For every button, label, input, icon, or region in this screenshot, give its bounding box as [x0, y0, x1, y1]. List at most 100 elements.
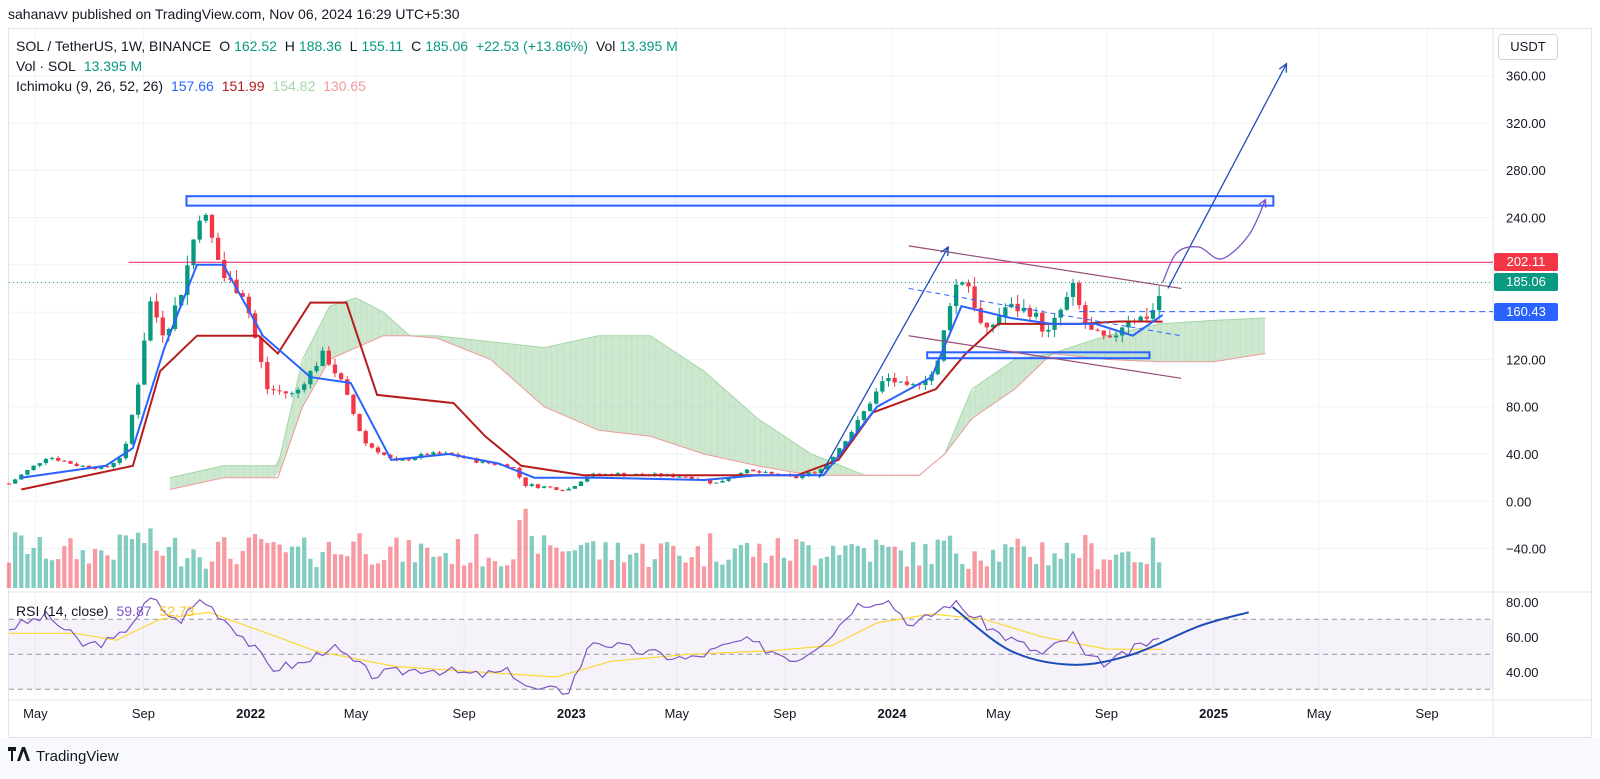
candle [172, 297, 178, 332]
candle-body [99, 466, 104, 469]
volume-indicator-label: Vol · SOL [16, 58, 76, 74]
currency-button[interactable]: USDT [1498, 34, 1558, 60]
rsi-label: RSI (14, close) [16, 603, 109, 619]
candle [215, 232, 221, 260]
cloud-segment [508, 343, 515, 381]
candle [898, 381, 903, 383]
candle [947, 302, 953, 335]
cloud-segment [754, 415, 761, 467]
candle [867, 401, 873, 412]
candle-body [68, 461, 73, 464]
high-value: 188.36 [298, 38, 342, 54]
candle [74, 462, 79, 467]
volume-bar [1101, 559, 1106, 588]
cloud-segment [1024, 356, 1032, 380]
volume-bar [492, 561, 498, 588]
top-zone [185, 195, 1275, 207]
volume-bar [246, 537, 252, 588]
candle-body [197, 220, 202, 240]
candle-body [320, 350, 325, 366]
candle-body [123, 443, 129, 459]
cloud-segment [1067, 346, 1075, 356]
time-axis-label: May [664, 706, 689, 721]
time-axis-label: Sep [1095, 706, 1118, 721]
candle-body [744, 469, 750, 474]
candle [6, 482, 12, 485]
volume-bar [898, 550, 903, 588]
tradingview-logo[interactable]: TradingView [8, 747, 119, 765]
volume-bar [277, 544, 282, 588]
volume-bar [332, 554, 338, 588]
volume-bar [664, 542, 670, 588]
cloud-segment [1190, 321, 1198, 362]
volume-bar [867, 561, 873, 588]
chart-frame[interactable] [8, 28, 1592, 738]
chart-canvas[interactable]: −40.000.0040.0080.00120.00160.00200.0024… [0, 0, 1600, 738]
candle [548, 486, 553, 489]
volume-bar [406, 540, 411, 588]
candle-body [203, 214, 208, 221]
volume-bar [265, 543, 270, 588]
candle-body [1027, 307, 1033, 317]
cloud-segment [618, 335, 626, 434]
candle-body [947, 306, 953, 331]
volume-bar [394, 537, 399, 588]
volume-bar [634, 552, 639, 588]
footer: TradingView [0, 738, 1600, 779]
candle [136, 382, 141, 419]
high-label: H [284, 38, 295, 54]
time-axis-label: Sep [773, 706, 796, 721]
candle-body [252, 313, 258, 338]
candle-body [560, 489, 565, 491]
volume-bar [62, 546, 67, 588]
volume-bar [455, 539, 461, 588]
cloud-segment [717, 382, 724, 459]
cloud-segment [206, 468, 214, 482]
candle-body [425, 453, 430, 455]
candle [209, 213, 215, 244]
symbol-title[interactable]: SOL / TetherUS, 1W, BINANCE [16, 38, 212, 54]
candle [1046, 323, 1051, 338]
cloud-segment [1196, 321, 1204, 362]
time-axis-label: 2022 [236, 706, 265, 721]
volume-bar [148, 528, 153, 588]
legend-volume[interactable]: Vol · SOL 13.395 M [16, 58, 146, 74]
volume-bar [351, 541, 356, 588]
candle-body [185, 265, 190, 295]
candle-body [56, 457, 61, 461]
volume-bar [615, 542, 621, 588]
legend-rsi[interactable]: RSI (14, close) 59.87 52.73 [16, 603, 198, 619]
candle-body [443, 452, 448, 454]
candle-body [332, 364, 338, 374]
volume-bar [1107, 559, 1113, 588]
cloud-segment [1012, 358, 1020, 391]
volume-bar [646, 566, 651, 588]
change-value: +22.53 (+13.86%) [475, 38, 589, 54]
cloud-segment [231, 465, 238, 478]
cloud-segment [680, 355, 687, 449]
candle-body [209, 214, 215, 238]
price-axis-label: 120.00 [1506, 352, 1546, 367]
volume-bar [259, 539, 264, 588]
candle [111, 462, 116, 469]
cloud-segment [237, 465, 245, 478]
candle-body [191, 239, 196, 266]
legend-ichimoku[interactable]: Ichimoku (9, 26, 52, 26) 157.66 151.99 1… [16, 78, 370, 94]
volume-bar [505, 565, 510, 588]
volume-bar [554, 547, 559, 588]
volume-bar [412, 562, 418, 588]
candle [357, 413, 362, 432]
candle [1138, 315, 1143, 322]
volume-bar [701, 566, 707, 588]
candle [714, 482, 719, 484]
candle-body [1046, 329, 1051, 332]
candle-body [43, 458, 49, 464]
candle-body [837, 448, 842, 457]
volume-bar [19, 535, 24, 588]
candle-body [818, 469, 824, 473]
volume-bar [591, 541, 596, 588]
candle [1095, 328, 1100, 332]
cloud-segment [483, 340, 491, 360]
candle-body [548, 486, 553, 488]
candle [523, 477, 528, 488]
